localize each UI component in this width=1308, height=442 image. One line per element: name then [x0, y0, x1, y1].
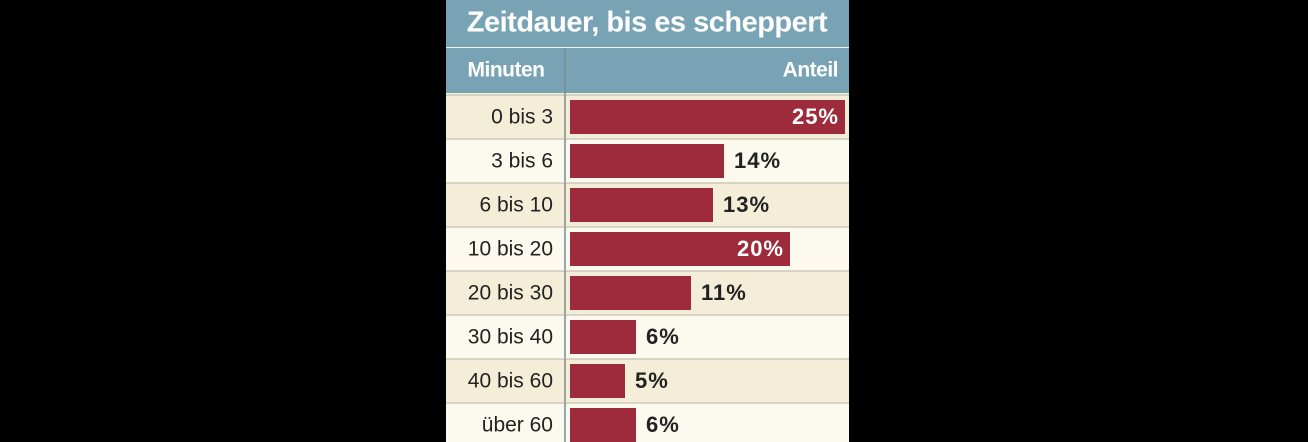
value-label: 6%: [646, 412, 680, 437]
category-label: 6 bis 10: [479, 194, 553, 217]
value-label: 14%: [734, 148, 781, 173]
bar: [570, 100, 845, 134]
row-background: [446, 403, 849, 442]
value-label: 11%: [701, 280, 747, 305]
value-label: 20%: [737, 236, 784, 261]
category-label: 3 bis 6: [491, 150, 553, 173]
category-label: über 60: [482, 414, 553, 437]
bar: [570, 188, 713, 222]
value-label: 5%: [635, 368, 669, 393]
value-label: 6%: [646, 324, 680, 349]
bar: [570, 320, 636, 354]
value-label: 25%: [792, 104, 839, 129]
chart-title: Zeitdauer, bis es scheppert: [467, 7, 828, 39]
bar: [570, 364, 625, 398]
bar: [570, 232, 790, 266]
row-background: [446, 315, 849, 359]
bar: [570, 408, 636, 442]
bar: [570, 144, 724, 178]
column-header: Minuten: [468, 59, 545, 82]
column-header: Anteil: [783, 59, 838, 82]
category-label: 20 bis 30: [468, 282, 553, 305]
header-bar: [446, 48, 849, 93]
value-label: 13%: [723, 192, 770, 217]
category-label: 0 bis 3: [491, 106, 553, 129]
title-bar: [446, 0, 849, 47]
category-label: 30 bis 40: [468, 326, 553, 349]
category-label: 10 bis 20: [468, 238, 553, 261]
row-background: [446, 359, 849, 403]
bar: [570, 276, 691, 310]
category-label: 40 bis 60: [468, 370, 553, 393]
